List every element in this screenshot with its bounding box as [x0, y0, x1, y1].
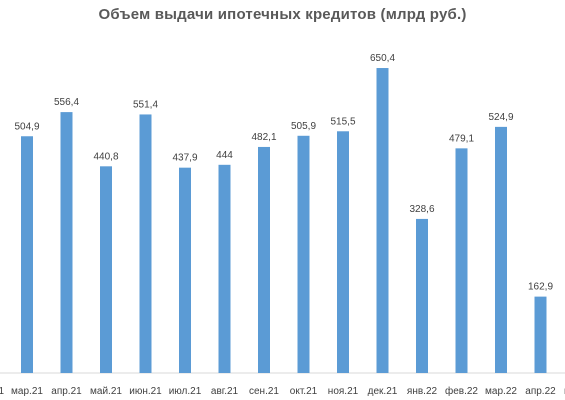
x-tick-label: мар.22 — [485, 386, 517, 397]
bar-value-label: 479,1 — [449, 133, 474, 144]
bars-group — [21, 68, 547, 374]
bar-value-label: 482,1 — [251, 132, 276, 143]
bar-value-label: 444 — [216, 150, 233, 161]
bar-value-label: 650,4 — [370, 53, 395, 64]
x-tick-label: ноя.21 — [328, 386, 359, 397]
x-tick-label: авг.21 — [211, 386, 239, 397]
bar — [416, 218, 428, 373]
x-tick-label: апр.21 — [51, 386, 82, 397]
value-labels-group: 504,9 556,4 440,8 551,4 437,9 444 482,1 505,9 51… — [14, 53, 553, 293]
bar — [297, 135, 310, 373]
bar-value-label: 505,9 — [291, 121, 316, 132]
bar-value-label: 328,6 — [409, 204, 434, 215]
x-tick-label: сен.21 — [249, 386, 279, 397]
bar — [376, 68, 389, 374]
bar-value-label: 440,8 — [93, 151, 118, 162]
chart-title: Объем выдачи ипотечных кредитов (млрд ру… — [98, 6, 467, 23]
bar — [218, 164, 231, 373]
bar — [179, 167, 191, 373]
x-tick-label: фев.21 — [0, 385, 4, 397]
x-tick-label: дек.21 — [368, 386, 398, 397]
tick-labels-group: фев.21 мар.21 апр.21 май.21 июн.21 июл.21 авг.… — [0, 385, 565, 397]
x-tick-label: мар.21 — [11, 386, 43, 397]
bar — [534, 296, 547, 373]
x-tick-label: июн.21 — [129, 386, 162, 397]
x-tick-label: окт.21 — [290, 386, 318, 397]
x-tick-label: фев.22 — [445, 385, 478, 397]
bar-value-label: 556,4 — [54, 97, 79, 108]
x-tick-label: май.21 — [90, 386, 122, 397]
bar — [258, 146, 270, 373]
x-tick-label: янв.22 — [407, 386, 438, 397]
bar-value-label: 504,9 — [14, 121, 39, 132]
bar — [495, 126, 507, 373]
bar — [337, 131, 349, 373]
bar — [21, 136, 33, 373]
bar — [60, 112, 73, 374]
bar — [100, 166, 112, 373]
bar-value-label: 162,9 — [528, 282, 553, 293]
x-tick-label: июл.21 — [169, 386, 202, 397]
x-tick-label: апр.22 — [525, 386, 556, 397]
bar-value-label: 551,4 — [133, 99, 158, 110]
bar-value-label: 524,9 — [488, 112, 513, 123]
bar-value-label: 437,9 — [172, 153, 197, 164]
bar — [139, 114, 152, 373]
bar — [455, 148, 468, 373]
bar-value-label: 515,5 — [330, 116, 355, 127]
